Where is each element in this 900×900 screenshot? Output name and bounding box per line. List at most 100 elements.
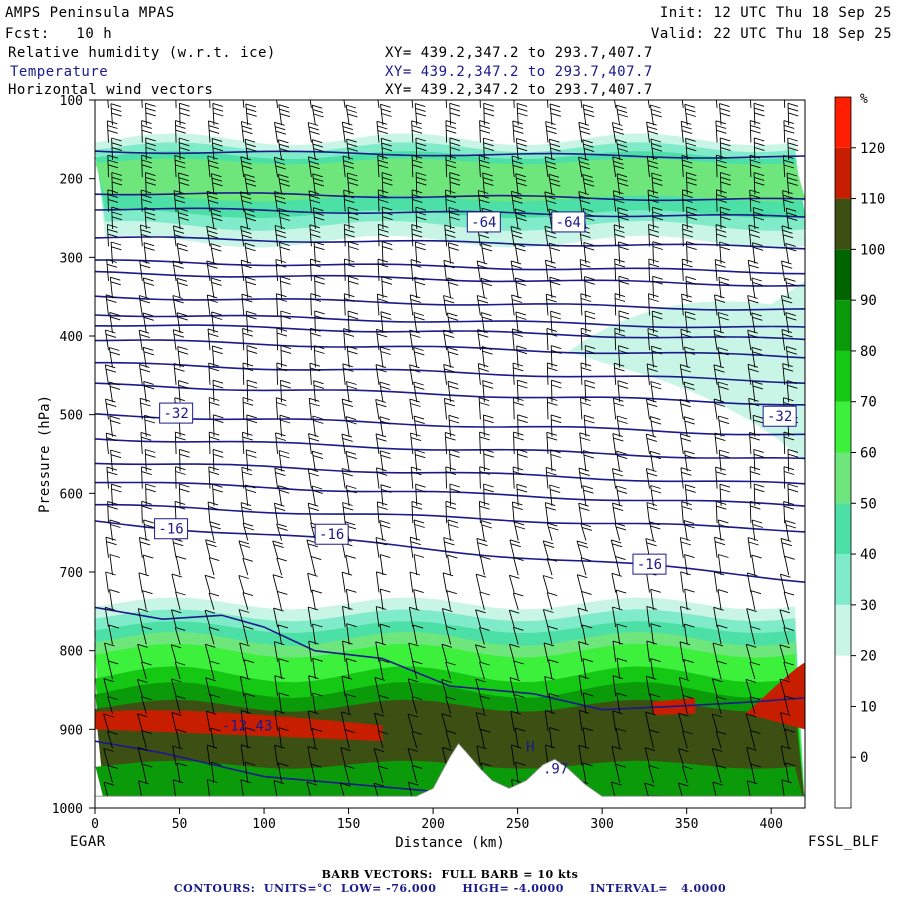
wind-barb: [612, 397, 625, 420]
wind-barb: [278, 692, 290, 714]
wind-barb: [476, 295, 489, 316]
wind-barb: [111, 137, 123, 160]
wind-barb: [308, 433, 320, 455]
wind-barb: [307, 502, 320, 524]
wind-barb: [684, 484, 696, 506]
wind-barb: [781, 329, 793, 351]
wind-barb: [313, 345, 325, 368]
wind-barb: [141, 625, 153, 645]
wind-barb: [144, 449, 156, 472]
contour-label-box: [551, 211, 586, 233]
wind-barb: [278, 727, 289, 749]
wind-barb: [240, 259, 252, 281]
wind-barb: [278, 450, 290, 472]
wind-barb: [475, 678, 486, 697]
wind-barb: [480, 277, 493, 299]
wind-barb: [582, 762, 593, 783]
wind-barb: [782, 154, 795, 178]
colorbar-label: 50: [860, 496, 877, 512]
wind-barb: [407, 748, 419, 766]
wind-barb: [715, 500, 727, 524]
wind-barb: [513, 557, 524, 576]
wind-barb: [172, 745, 183, 766]
wind-barb: [746, 572, 758, 593]
wind-barb: [240, 502, 252, 524]
wind-barb: [109, 415, 121, 437]
temperature-contour: [95, 339, 805, 359]
wind-barb: [648, 729, 660, 749]
wind-barb: [111, 172, 123, 195]
wind-barb: [278, 208, 291, 230]
wind-barb: [578, 191, 591, 212]
wind-barb: [344, 729, 356, 749]
wind-barb: [649, 521, 661, 541]
wind-barb: [443, 397, 456, 420]
wind-barb: [310, 556, 322, 576]
wind-barb: [749, 466, 761, 489]
wind-barb: [107, 730, 118, 749]
wind-barb: [378, 694, 389, 714]
wind-barb: [170, 678, 182, 697]
wind-barb: [144, 207, 156, 230]
wind-barb: [311, 589, 323, 610]
wind-barb: [138, 329, 150, 351]
wind-barb: [279, 414, 291, 437]
wind-barb: [309, 224, 321, 247]
wind-barb: [476, 745, 488, 766]
wind-barb: [783, 626, 794, 645]
wind-barb: [785, 762, 796, 783]
wind-barb: [208, 397, 220, 420]
wind-barb: [242, 431, 253, 455]
wind-barb: [244, 173, 257, 195]
wind-barb: [787, 137, 799, 160]
wind-barb: [745, 678, 757, 697]
wind-barb: [683, 381, 695, 403]
wind-barb: [785, 242, 797, 264]
wind-barb: [646, 502, 658, 524]
wind-barb: [343, 224, 355, 247]
wind-barb: [616, 657, 628, 680]
wind-barb: [582, 485, 594, 506]
wind-barb: [578, 641, 589, 662]
wind-barb: [650, 623, 661, 645]
wind-barb: [615, 556, 626, 576]
wind-barb: [408, 642, 419, 662]
wind-barb: [407, 713, 419, 732]
x-tick-label: 150: [337, 817, 360, 832]
wind-barb: [108, 624, 119, 645]
wind-barb: [781, 295, 793, 316]
wind-barb: [512, 362, 524, 385]
wind-barb: [172, 329, 185, 351]
wind-barb: [208, 362, 220, 385]
wind-barb: [748, 224, 760, 247]
wind-barb: [715, 189, 727, 212]
wind-barb: [312, 415, 324, 437]
wind-barb: [648, 224, 660, 247]
wind-barb: [345, 485, 358, 506]
y-tick-label: 1000: [52, 802, 83, 817]
wind-barb: [445, 626, 457, 645]
wind-barb: [277, 762, 289, 783]
wind-barb: [476, 260, 489, 281]
wind-barb: [415, 137, 427, 160]
contour-label: -64: [471, 215, 496, 231]
wind-barb: [749, 500, 761, 524]
wind-barb: [141, 500, 152, 524]
wind-barb: [442, 572, 454, 593]
wind-barb: [717, 415, 730, 437]
wind-barb: [211, 137, 224, 160]
wind-barb: [143, 380, 155, 403]
wind-barb: [479, 591, 491, 610]
wind-barb: [109, 519, 121, 541]
wind-barb: [580, 523, 593, 541]
wind-barb: [277, 624, 289, 645]
wind-barb: [612, 675, 624, 697]
wind-barb: [175, 555, 187, 576]
wind-barb: [409, 536, 421, 558]
wind-barb: [685, 137, 697, 160]
barb-legend: BARB VECTORS: FULL BARB = 10 kts: [321, 868, 579, 881]
wind-barb: [546, 327, 558, 351]
wind-barb: [104, 329, 117, 351]
wind-barb: [409, 364, 421, 385]
